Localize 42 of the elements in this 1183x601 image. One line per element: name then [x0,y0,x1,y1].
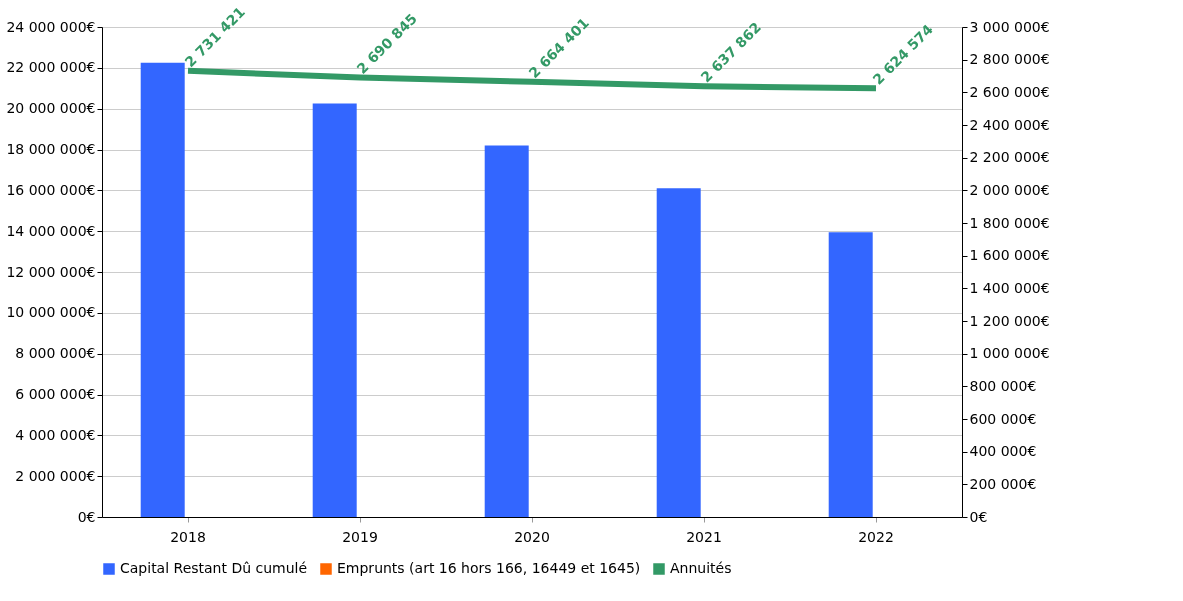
bar [656,188,701,517]
y-tick-label: 2 000 000€ [15,467,96,484]
y2-tick-label: 1 200 000€ [969,312,1050,329]
y2-tick-label: 200 000€ [969,475,1037,492]
x-tick-label: 2020 [514,528,550,545]
y-tick-label: 24 000 000€ [6,18,96,35]
bar [140,62,185,517]
y2-tick-label: 1 400 000€ [969,279,1050,296]
legend-label: Emprunts (art 16 hors 166, 16449 et 1645) [337,560,641,576]
y2-tick-label: 2 000 000€ [969,181,1050,198]
y-tick-label: 14 000 000€ [6,222,96,239]
x-tick-label: 2022 [858,528,894,545]
bar [484,145,529,517]
y2-tick-label: 800 000€ [969,377,1037,394]
y2-tick-label: 2 800 000€ [969,51,1050,68]
y-tick-label: 0€ [77,508,96,525]
y2-tick-label: 600 000€ [969,410,1037,427]
x-tick-label: 2021 [686,528,722,545]
y-tick-label: 8 000 000€ [15,345,96,362]
y2-tick-label: 1 800 000€ [969,214,1050,231]
y2-tick-label: 2 200 000€ [969,149,1050,166]
y-tick-label: 18 000 000€ [6,141,96,157]
x-tick-label: 2019 [342,528,378,545]
bar [312,103,357,517]
x-tick-label: 2018 [170,528,206,545]
y2-tick-label: 1 600 000€ [969,247,1050,264]
y2-tick-label: 1 000 000€ [969,345,1050,362]
y2-tick-label: 0€ [969,508,988,525]
y-tick-label: 6 000 000€ [15,386,96,402]
legend-label: Annuités [670,560,732,576]
y2-tick-label: 400 000€ [969,443,1037,460]
y2-tick-label: 2 600 000€ [969,83,1050,100]
y2-tick-label: 2 400 000€ [969,116,1050,133]
y-tick-label: 10 000 000€ [6,304,96,321]
y2-tick-label: 3 000 000€ [969,18,1050,35]
legend-label: Capital Restant Dû cumulé [120,560,308,576]
y-tick-label: 22 000 000€ [6,59,96,76]
bar [828,232,873,517]
y-tick-label: 20 000 000€ [6,100,96,117]
y-tick-label: 4 000 000€ [15,426,96,443]
y-tick-label: 16 000 000€ [6,181,96,198]
y-tick-label: 12 000 000€ [6,263,96,280]
